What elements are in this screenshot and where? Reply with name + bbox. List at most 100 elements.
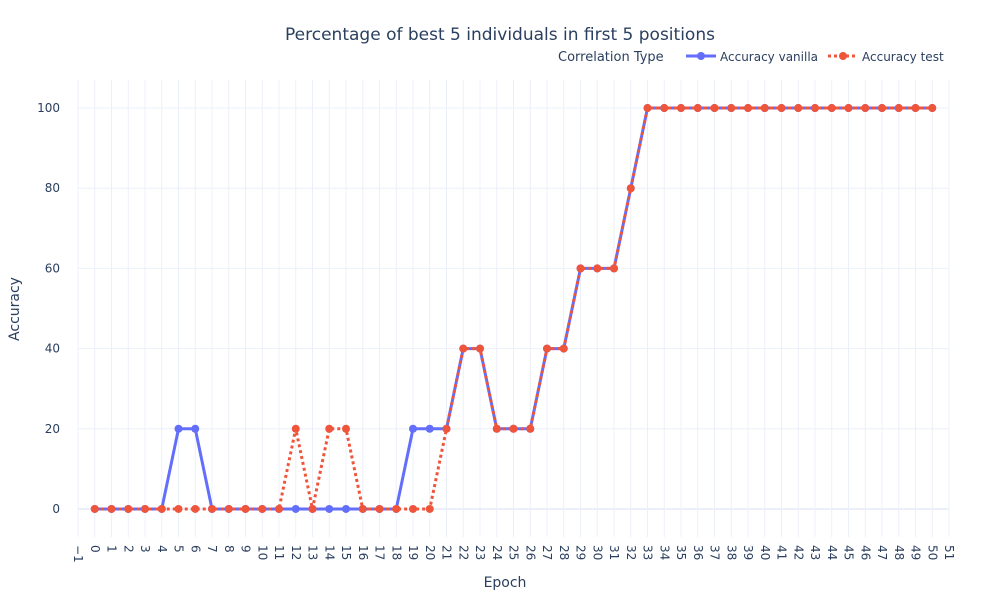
x-tick-label: 50 bbox=[925, 545, 939, 560]
x-tick-label: 42 bbox=[791, 545, 805, 560]
data-point bbox=[861, 104, 870, 113]
x-tick-label: 31 bbox=[607, 545, 621, 560]
x-tick-label: 0 bbox=[88, 545, 102, 553]
x-tick-label: 51 bbox=[942, 545, 956, 560]
data-point bbox=[208, 504, 216, 513]
x-tick-label: 39 bbox=[741, 545, 755, 560]
data-point bbox=[241, 504, 250, 513]
x-tick-label: 3 bbox=[138, 545, 152, 553]
data-point bbox=[409, 424, 417, 433]
x-tick-label: −1 bbox=[71, 545, 85, 563]
y-tick-label: 40 bbox=[45, 342, 60, 356]
data-point bbox=[459, 344, 468, 353]
x-tick-label: 6 bbox=[188, 545, 202, 553]
data-point bbox=[224, 504, 233, 513]
legend-swatch-marker bbox=[839, 52, 847, 60]
x-tick-label: 34 bbox=[657, 545, 671, 560]
x-tick-label: 23 bbox=[473, 545, 487, 560]
legend-item[interactable]: Accuracy test bbox=[828, 50, 944, 64]
x-tick-label: 45 bbox=[842, 545, 856, 560]
data-point bbox=[626, 184, 635, 193]
x-tick-label: 4 bbox=[155, 545, 169, 553]
data-point bbox=[777, 104, 786, 113]
data-point bbox=[559, 344, 568, 353]
y-tick-label: 0 bbox=[52, 502, 60, 516]
series-layer bbox=[90, 104, 937, 513]
legend-item[interactable]: Accuracy vanilla bbox=[686, 50, 818, 64]
data-point bbox=[576, 264, 585, 273]
legend-title: Correlation Type bbox=[558, 50, 664, 65]
x-tick-label: 20 bbox=[423, 545, 437, 560]
x-tick-label: 40 bbox=[758, 545, 772, 560]
x-tick-label: 2 bbox=[121, 545, 135, 553]
data-point bbox=[107, 504, 116, 513]
y-tick-label: 20 bbox=[45, 422, 60, 436]
x-tick-label: 29 bbox=[574, 545, 588, 560]
data-point bbox=[509, 424, 518, 433]
y-tick-label: 60 bbox=[45, 261, 60, 275]
y-tick-label: 80 bbox=[45, 181, 60, 195]
legend-items: Accuracy vanilla Accuracy test bbox=[686, 50, 944, 64]
grid bbox=[77, 80, 950, 537]
data-point bbox=[643, 104, 652, 113]
x-tick-label: 7 bbox=[205, 545, 219, 553]
data-point bbox=[392, 504, 401, 513]
legend-swatch-marker bbox=[697, 52, 705, 60]
data-point bbox=[660, 104, 669, 113]
x-tick-label: 15 bbox=[339, 545, 353, 560]
data-point bbox=[342, 424, 350, 433]
data-point bbox=[442, 424, 451, 433]
data-point bbox=[677, 104, 685, 113]
data-point bbox=[476, 344, 484, 353]
y-axis-ticks: 0 20 40 60 80 100 bbox=[37, 101, 60, 516]
x-tick-label: 32 bbox=[624, 545, 638, 560]
x-tick-label: 13 bbox=[306, 545, 320, 560]
data-point bbox=[90, 504, 99, 513]
data-point bbox=[894, 104, 903, 113]
data-point bbox=[492, 424, 501, 433]
data-point bbox=[593, 264, 602, 273]
x-tick-label: 43 bbox=[808, 545, 822, 560]
x-tick-label: 19 bbox=[406, 545, 420, 560]
data-point bbox=[191, 504, 200, 513]
x-tick-label: 5 bbox=[172, 545, 186, 553]
x-tick-label: 10 bbox=[255, 545, 269, 560]
x-tick-label: 41 bbox=[775, 545, 789, 560]
x-axis-label: Epoch bbox=[484, 575, 527, 591]
data-point bbox=[425, 504, 434, 513]
x-tick-label: 38 bbox=[724, 545, 738, 560]
data-point bbox=[342, 504, 350, 513]
data-point bbox=[308, 504, 317, 513]
data-point bbox=[375, 504, 384, 513]
data-point bbox=[710, 104, 719, 113]
x-tick-label: 18 bbox=[389, 545, 403, 560]
series-2 bbox=[90, 104, 937, 513]
x-tick-label: 33 bbox=[641, 545, 655, 560]
x-tick-label: 30 bbox=[590, 545, 604, 560]
x-tick-label: 16 bbox=[356, 545, 370, 560]
data-point bbox=[325, 424, 334, 433]
x-tick-label: 46 bbox=[858, 545, 872, 560]
legend: Correlation Type Accuracy vanilla Accurac… bbox=[558, 50, 944, 65]
data-point bbox=[124, 504, 133, 513]
data-point bbox=[275, 504, 283, 513]
data-point bbox=[844, 104, 853, 113]
x-tick-label: 24 bbox=[490, 545, 504, 560]
data-point bbox=[425, 424, 434, 433]
data-point bbox=[174, 424, 183, 433]
data-point bbox=[543, 344, 551, 353]
x-tick-label: 44 bbox=[825, 545, 839, 560]
x-tick-label: 12 bbox=[289, 545, 303, 560]
x-tick-label: 28 bbox=[557, 545, 571, 560]
series-line bbox=[94, 106, 933, 511]
x-tick-label: 26 bbox=[523, 545, 537, 560]
x-tick-label: 25 bbox=[507, 545, 521, 560]
x-tick-label: 9 bbox=[239, 545, 253, 553]
data-point bbox=[409, 504, 417, 513]
x-tick-label: 49 bbox=[909, 545, 923, 560]
x-tick-label: 11 bbox=[272, 545, 286, 560]
data-point bbox=[794, 104, 803, 113]
legend-label: Accuracy vanilla bbox=[720, 50, 818, 64]
data-point bbox=[760, 104, 769, 113]
data-point bbox=[928, 104, 937, 113]
